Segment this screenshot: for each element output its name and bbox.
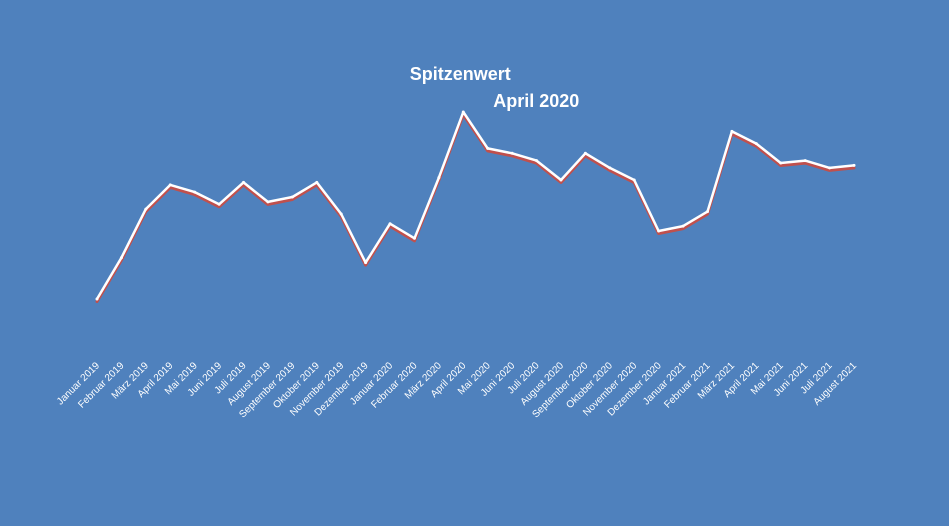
data-point bbox=[144, 207, 148, 211]
data-point bbox=[510, 151, 514, 155]
data-point bbox=[339, 212, 343, 216]
annotation-line-2: April 2020 bbox=[493, 91, 579, 111]
data-point bbox=[828, 166, 832, 170]
data-point bbox=[119, 256, 123, 260]
data-point bbox=[461, 110, 465, 114]
data-point bbox=[608, 166, 612, 170]
data-point bbox=[412, 236, 416, 240]
data-point bbox=[705, 210, 709, 214]
data-point bbox=[779, 161, 783, 165]
series-line bbox=[95, 110, 856, 301]
data-point bbox=[486, 146, 490, 150]
data-point bbox=[754, 142, 758, 146]
data-point bbox=[437, 176, 441, 180]
data-point bbox=[559, 178, 563, 182]
data-point bbox=[803, 159, 807, 163]
data-point bbox=[364, 261, 368, 265]
data-point bbox=[388, 222, 392, 226]
data-point bbox=[95, 297, 99, 301]
series-layer bbox=[95, 110, 856, 303]
drop-lines bbox=[96, 112, 855, 356]
data-point bbox=[730, 129, 734, 133]
data-point bbox=[632, 178, 636, 182]
data-point bbox=[535, 159, 539, 163]
data-point bbox=[583, 151, 587, 155]
annotation-line-1: Spitzenwert bbox=[410, 64, 511, 84]
data-point bbox=[266, 200, 270, 204]
annotation-layer: Spitzenwert April 2020 bbox=[410, 64, 580, 111]
data-point bbox=[168, 183, 172, 187]
data-point bbox=[657, 229, 661, 233]
series-line-shadow bbox=[95, 113, 856, 303]
data-point bbox=[290, 195, 294, 199]
data-point bbox=[315, 180, 319, 184]
data-point bbox=[681, 224, 685, 228]
data-point bbox=[217, 202, 221, 206]
data-point bbox=[242, 180, 246, 184]
data-point bbox=[852, 163, 856, 167]
data-point bbox=[193, 190, 197, 194]
